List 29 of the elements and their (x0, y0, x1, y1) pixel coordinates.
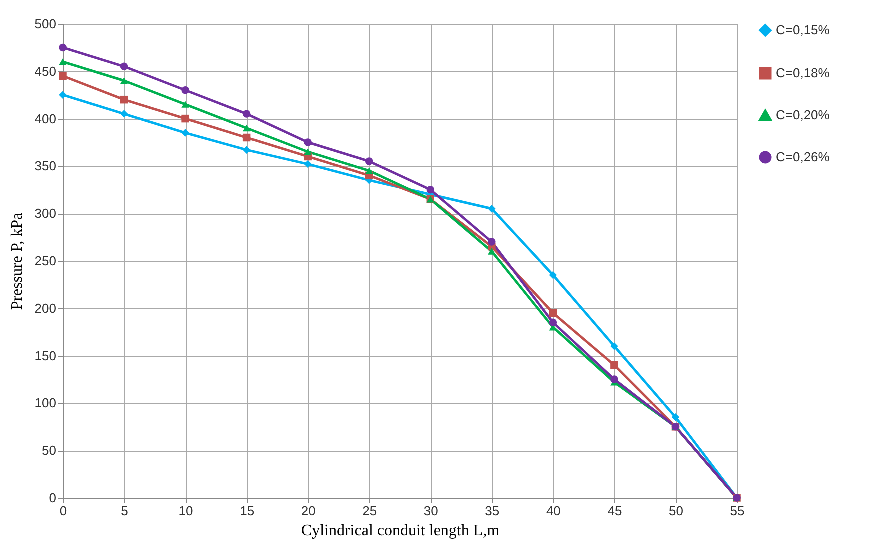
y-tick-label: 500 (34, 16, 56, 32)
y-tick-label: 400 (34, 111, 56, 126)
y-axis-title: Pressure P, kPa (8, 212, 26, 310)
y-tick-label: 50 (42, 443, 56, 458)
x-tick-label: 0 (60, 504, 68, 518)
x-tick-label: 45 (608, 504, 622, 518)
legend-label: C=0,18% (776, 66, 830, 80)
y-tick-label: 450 (34, 64, 56, 79)
x-tick-label: 25 (362, 504, 378, 518)
x-tick-label: 50 (668, 504, 684, 518)
legend-label: C=0,20% (776, 108, 830, 122)
legend-label: C=0,26% (776, 150, 830, 164)
x-axis-title: Cylindrical conduit length L,m (301, 522, 500, 540)
legend-label: C=0,15% (776, 22, 830, 38)
y-tick-label: 350 (34, 158, 56, 174)
x-tick-label: 30 (424, 504, 438, 518)
y-tick-label: 100 (34, 396, 56, 411)
y-tick-label: 300 (34, 206, 56, 222)
y-tick-label: 250 (34, 254, 56, 268)
x-tick-label: 20 (301, 504, 316, 518)
x-tick-label: 15 (240, 504, 255, 518)
x-tick-label: 55 (730, 504, 745, 518)
y-tick-label: 0 (49, 490, 56, 506)
x-tick-label: 5 (121, 504, 128, 518)
y-tick-label: 200 (34, 300, 56, 316)
x-tick-label: 10 (178, 504, 194, 518)
x-tick-label: 35 (485, 504, 500, 518)
y-tick-label: 150 (34, 348, 56, 364)
x-tick-label: 40 (546, 504, 561, 518)
